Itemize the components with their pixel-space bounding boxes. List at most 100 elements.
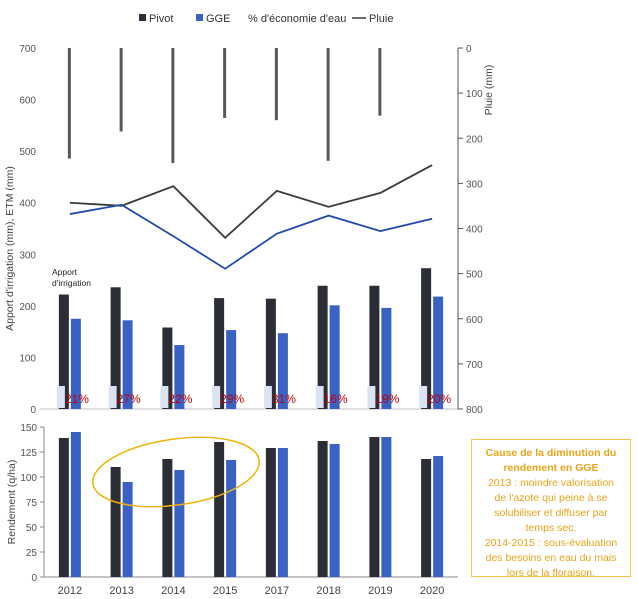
bar-gge [329,305,340,409]
bar-gge [174,345,185,409]
x-tick-label: 2020 [420,585,444,597]
bar-pivot [265,298,276,409]
bar-pluie [171,48,175,164]
bar-pluie [326,48,330,161]
y-tick-label: 700 [19,44,36,55]
y-tick-label-bottom: 0 [31,573,37,584]
pct-label: 16% [324,392,348,406]
pct-label-bg [263,386,272,408]
annotation-ellipse [91,436,261,508]
x-tick-label: 2015 [213,585,237,597]
note-line: temps sec. [525,522,577,534]
legend-label: Pluie [369,13,393,25]
note-line: des besoins en eau du mais [485,552,617,564]
pct-label: 20% [427,392,451,406]
y-tick-label: 600 [19,96,36,107]
pct-label: 22% [168,392,192,406]
bar-gge [226,330,237,409]
pct-label: 27% [117,392,141,406]
bar-pluie [274,48,278,121]
bar-gge [122,320,133,409]
bar-rendement-pivot [265,448,276,577]
y-tick-label-bottom: 150 [20,423,37,434]
note-title: Cause de la diminution du rendement en G… [485,447,617,474]
bar-pluie [223,48,227,118]
bar-rendement-pivot [317,441,328,577]
bar-rendement-pivot [110,467,121,577]
bar-pivot [317,285,328,409]
y-axis-title-bottom: Rendement (q/ha) [6,460,18,545]
legend-label: GGE [206,13,230,25]
note-line: de l'azote qui peine à se [494,492,608,504]
y-tick-label-bottom: 100 [20,473,37,484]
note-line: solubiliser et diffuser par [494,507,608,519]
pct-label: 29% [220,392,244,406]
bar-gge [381,307,392,409]
note-line: 2013 : moindre valorisation [487,477,615,489]
y-tick-label: 200 [19,302,36,313]
y2-tick-label: 200 [466,134,483,145]
pct-label: 19% [375,392,399,406]
bar-pluie [67,48,71,159]
bar-rendement-gge [433,456,444,577]
bar-rendement-pivot [421,459,432,577]
bar-pivot [369,285,380,409]
pct-label-bg [419,386,428,408]
bar-rendement-pivot [162,459,173,577]
y2-tick-label: 800 [466,405,483,416]
bar-rendement-gge [122,482,133,577]
x-tick-label: 2012 [58,585,82,597]
x-tick-label: 2013 [109,585,133,597]
bar-pivot [162,327,173,409]
pct-label-bg [367,386,376,408]
x-tick-label: 2017 [265,585,289,597]
y2-axis-title: Pluie (mm) [483,65,495,116]
line-etm-pivot [69,164,433,240]
y-tick-label-bottom: 25 [26,548,38,559]
y2-tick-label: 500 [466,270,483,281]
y-tick-label-bottom: 75 [26,498,38,509]
pct-label: 21% [65,392,89,406]
note-line: 2014-2015 : sous-évaluation [484,537,618,549]
bar-group-label: Apport [52,267,78,277]
legend-swatch-gge [196,14,203,21]
y-tick-label: 300 [19,250,36,261]
bar-rendement-pivot [214,442,225,577]
x-tick-label: 2014 [161,585,185,597]
bar-gge [277,333,288,409]
pct-label-bg [108,386,117,408]
y2-tick-label: 100 [466,89,483,100]
pct-label-bg [56,386,65,408]
y2-tick-label: 300 [466,179,483,190]
bar-rendement-gge [226,460,237,577]
y-axis-title: Apport d'irrigation (mm), ETM (mm) [4,166,16,331]
y2-tick-label: 700 [466,360,483,371]
bar-rendement-gge [70,432,81,577]
x-tick-label: 2019 [368,585,392,597]
y-tick-label-bottom: 125 [20,448,37,459]
bar-pluie [119,48,123,132]
bar-group-label: d'irrigation [52,278,91,288]
bar-pluie [378,48,382,116]
bar-gge [433,296,444,409]
legend-label: Pivot [149,13,173,25]
note-line: lors de la floraison. [506,567,596,579]
bar-pivot [421,268,432,409]
annotation-note-box: Cause de la diminution du rendement en G… [471,439,631,579]
y-tick-label: 400 [19,199,36,210]
line-etm-gge [69,203,433,270]
pct-label: 31% [272,392,296,406]
bar-pivot [110,287,121,409]
x-tick-label: 2018 [316,585,340,597]
legend-swatch-pivot [139,14,146,21]
pct-label-bg [160,386,169,408]
y2-tick-label: 600 [466,315,483,326]
bar-pivot [58,294,69,409]
bar-rendement-pivot [369,437,380,577]
y-tick-label-bottom: 50 [26,523,38,534]
bar-rendement-gge [381,437,392,577]
y-tick-label: 0 [30,405,36,416]
bar-rendement-pivot [58,438,69,577]
pct-label-bg [212,386,221,408]
